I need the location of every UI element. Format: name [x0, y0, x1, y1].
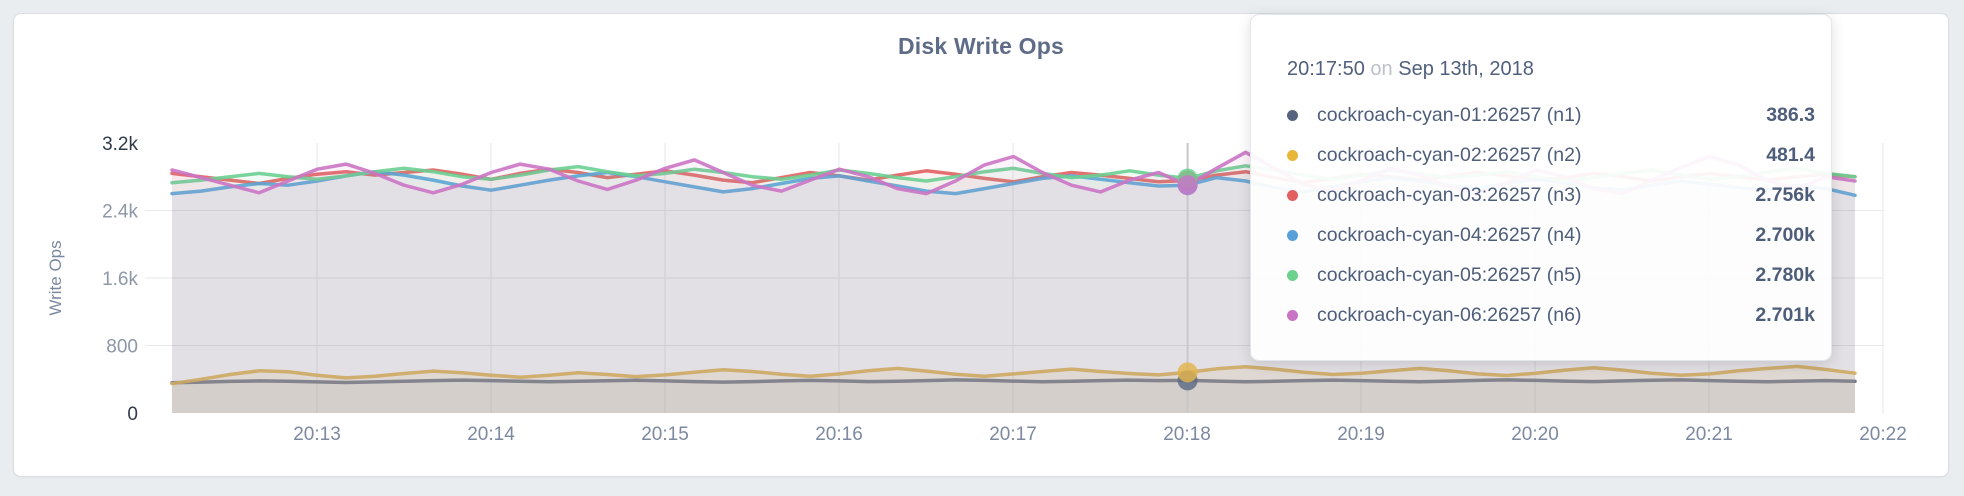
tooltip-series-value: 481.4 — [1766, 143, 1815, 166]
tooltip-series-value: 2.701k — [1755, 303, 1815, 326]
tooltip-series-dot-icon — [1287, 309, 1298, 321]
tooltip-series-label: cockroach-cyan-01:26257 (n1) — [1317, 103, 1582, 126]
tooltip-series-label: cockroach-cyan-05:26257 (n5) — [1317, 263, 1582, 286]
x-tick-label: 20:20 — [1511, 424, 1559, 445]
series-line-2[interactable] — [170, 364, 1857, 386]
y-tick-label: 0 — [127, 404, 138, 425]
x-tick-label: 20:14 — [467, 424, 515, 445]
tooltip-series-dot-icon — [1287, 229, 1298, 241]
tooltip-series-label: cockroach-cyan-06:26257 (n6) — [1317, 303, 1582, 326]
hover-point-6 — [1177, 175, 1198, 196]
series-area-1 — [172, 379, 1855, 413]
tooltip-row: cockroach-cyan-02:26257 (n2) 481.4 — [1287, 135, 1815, 175]
y-tick-label: 800 — [106, 337, 138, 358]
tooltip-series-label: cockroach-cyan-02:26257 (n2) — [1317, 143, 1582, 166]
tooltip-series-list: cockroach-cyan-01:26257 (n1) 386.3 cockroa… — [1287, 95, 1815, 335]
x-tick-label: 20:21 — [1685, 424, 1733, 445]
series-area-2 — [172, 366, 1855, 413]
tooltip-series-value: 2.700k — [1755, 223, 1815, 246]
hover-point-2 — [1177, 362, 1198, 383]
x-tick-label: 20:17 — [989, 424, 1037, 445]
tooltip-on-word: on — [1370, 58, 1393, 80]
chart-title: Disk Write Ops — [898, 33, 1064, 59]
hover-tooltip: 20:17:50 on Sep 13th, 2018 cockroach-cya… — [1250, 14, 1832, 361]
tooltip-row: cockroach-cyan-03:26257 (n3) 2.756k — [1287, 175, 1815, 215]
tooltip-row: cockroach-cyan-01:26257 (n1) 386.3 — [1287, 95, 1815, 135]
tooltip-row: cockroach-cyan-04:26257 (n4) 2.700k — [1287, 215, 1815, 255]
series-line-1[interactable] — [170, 378, 1857, 385]
tooltip-series-dot-icon — [1287, 269, 1298, 281]
tooltip-date: Sep 13th, 2018 — [1398, 58, 1534, 80]
tooltip-row: cockroach-cyan-05:26257 (n5) 2.780k — [1287, 255, 1815, 295]
x-tick-label: 20:19 — [1337, 424, 1385, 445]
tooltip-series-value: 386.3 — [1766, 103, 1815, 126]
tooltip-time: 20:17:50 — [1287, 58, 1365, 80]
tooltip-row: cockroach-cyan-06:26257 (n6) 2.701k — [1287, 295, 1815, 335]
y-tick-label: 1.6k — [102, 269, 138, 290]
tooltip-series-value: 2.756k — [1755, 183, 1815, 206]
x-tick-label: 20:15 — [641, 424, 689, 445]
x-tick-label: 20:22 — [1859, 424, 1907, 445]
x-tick-label: 20:13 — [293, 424, 341, 445]
tooltip-series-value: 2.780k — [1755, 263, 1815, 286]
x-tick-label: 20:16 — [815, 424, 863, 445]
tooltip-series-label: cockroach-cyan-03:26257 (n3) — [1317, 183, 1582, 206]
tooltip-series-label: cockroach-cyan-04:26257 (n4) — [1317, 223, 1582, 246]
y-tick-label: 3.2k — [102, 134, 138, 155]
y-tick-label: 2.4k — [102, 202, 138, 223]
tooltip-series-dot-icon — [1287, 149, 1298, 161]
x-tick-label: 20:18 — [1163, 424, 1211, 445]
tooltip-series-dot-icon — [1287, 109, 1298, 121]
tooltip-header: 20:17:50 on Sep 13th, 2018 — [1287, 55, 1815, 83]
tooltip-series-dot-icon — [1287, 189, 1298, 201]
